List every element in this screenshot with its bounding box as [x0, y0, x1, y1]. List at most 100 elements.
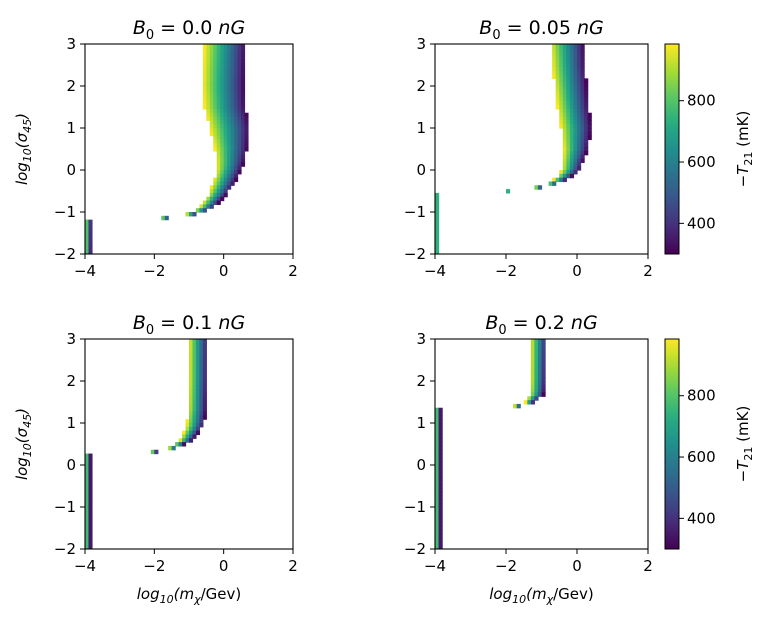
heatmap-cell [569, 105, 575, 110]
heatmap-cell [559, 108, 564, 114]
heatmap-cell [516, 403, 521, 409]
heatmap-cell [85, 246, 90, 251]
heatmap-cell [85, 223, 90, 228]
heatmap-cell [530, 339, 535, 344]
heatmap-cell [202, 105, 207, 110]
y-tick-label: −2 [54, 540, 76, 558]
heatmap-cell [202, 51, 207, 57]
heatmap-cell [584, 108, 589, 114]
heatmap-cell [199, 339, 204, 344]
heatmap-cell [534, 369, 539, 374]
heatmap-cell [195, 403, 200, 409]
heatmap-cell [85, 491, 90, 497]
heatmap-cell [530, 361, 535, 367]
heatmap-cell [552, 51, 557, 57]
heatmap-cell [216, 63, 221, 68]
heatmap-cell [573, 89, 578, 95]
heatmap-cell [202, 47, 207, 53]
heatmap-cell [202, 407, 207, 413]
heatmap-cell [234, 63, 239, 68]
heatmap-cell [223, 177, 228, 183]
heatmap-cell [559, 89, 564, 95]
heatmap-cell [88, 537, 93, 542]
heatmap-cell [438, 407, 443, 413]
heatmap-cell [230, 44, 235, 49]
heatmap-cell [555, 89, 560, 95]
heatmap-cell [195, 354, 200, 359]
heatmap-cell [566, 143, 571, 148]
heatmap-cell [527, 400, 532, 405]
heatmap-cell [534, 358, 539, 363]
heatmap-cell [223, 78, 228, 83]
heatmap-cell [569, 44, 575, 49]
heatmap-cell [237, 44, 242, 49]
heatmap-cell [85, 537, 90, 542]
heatmap-cell [213, 44, 218, 49]
heatmap-cell [223, 189, 228, 194]
heatmap-cell [552, 66, 557, 72]
heatmap-cell [213, 200, 218, 205]
heatmap-cell [213, 89, 218, 95]
heatmap-cell [206, 66, 211, 72]
heatmap-cell [85, 514, 90, 520]
heatmap-cell [209, 93, 214, 99]
heatmap-cell [577, 82, 582, 87]
heatmap-cell [230, 59, 235, 64]
heatmap-cell [189, 430, 194, 436]
heatmap-cell [573, 116, 578, 121]
heatmap-cell [435, 518, 440, 523]
heatmap-cell [237, 116, 242, 121]
heatmap-cell [562, 131, 567, 137]
heatmap-cell [573, 63, 578, 68]
heatmap-cell [573, 44, 578, 49]
heatmap-cell [237, 59, 242, 64]
heatmap-cell [577, 51, 582, 57]
heatmap-cell [216, 86, 221, 91]
heatmap-cell [438, 423, 443, 428]
heatmap-cell [202, 400, 207, 405]
heatmap-cell [241, 124, 246, 129]
heatmap-cell [195, 411, 200, 416]
heatmap-cell [559, 86, 564, 91]
heatmap-cell [237, 139, 242, 144]
heatmap-cell [216, 192, 221, 198]
heatmap-cell [216, 166, 221, 171]
heatmap-cell [559, 177, 564, 183]
heatmap-cell [230, 170, 235, 175]
heatmap-cell [237, 66, 242, 72]
heatmap-cell [435, 468, 440, 474]
y-tick-label: 3 [416, 35, 426, 53]
heatmap-cell [223, 82, 228, 87]
heatmap-cell [566, 105, 571, 110]
heatmap-cell [435, 192, 440, 198]
heatmap-cell [577, 154, 582, 160]
heatmap-cell [241, 116, 246, 121]
heatmap-cell [202, 403, 207, 409]
heatmap-cell [85, 518, 90, 523]
heatmap-cell [209, 47, 214, 53]
heatmap-cell [206, 101, 211, 106]
heatmap-cell [227, 97, 232, 102]
heatmap-cell [552, 63, 557, 68]
heatmap-cell [241, 131, 246, 137]
heatmap-cell [569, 97, 575, 102]
heatmap-cell [534, 339, 539, 344]
heatmap-cell [227, 124, 232, 129]
colorbar-tick-label: 400 [687, 214, 716, 232]
heatmap-cell [435, 537, 440, 542]
heatmap-cell [216, 200, 221, 205]
y-tick-label: −2 [404, 245, 426, 263]
heatmap-cell [192, 415, 197, 420]
heatmap-cell [216, 158, 221, 163]
heatmap-cell [438, 438, 443, 443]
heatmap-cell [241, 44, 246, 49]
heatmap-cell [199, 369, 204, 374]
heatmap-cell [506, 189, 511, 194]
heatmap-cell [587, 128, 592, 133]
heatmap-cell [220, 196, 225, 202]
heatmap-cell [537, 381, 543, 386]
heatmap-cell [227, 47, 232, 53]
heatmap-cell [577, 97, 582, 102]
axes-frame [434, 43, 649, 255]
